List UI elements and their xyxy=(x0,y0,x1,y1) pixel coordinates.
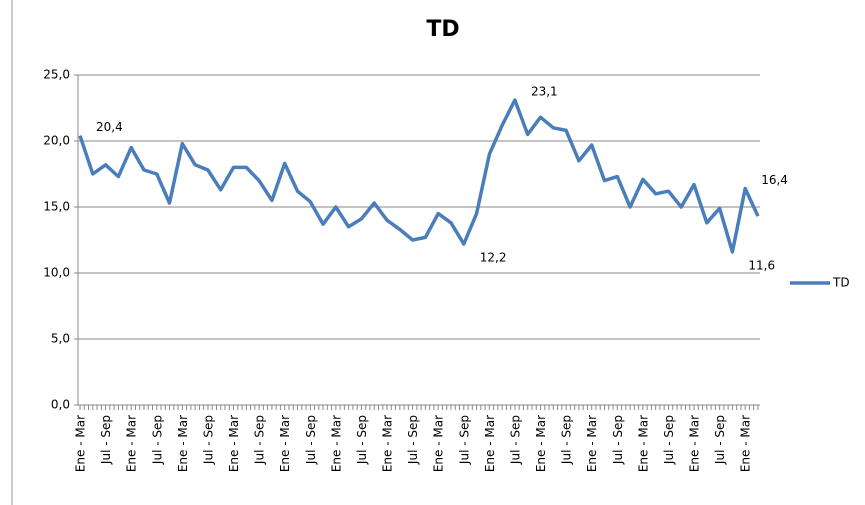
x-tick-label: Jul - Sep xyxy=(713,415,727,465)
data-label: 12,2 xyxy=(480,250,507,264)
x-tick-label: Jul - Sep xyxy=(508,415,522,465)
y-tick-label: 0,0 xyxy=(51,398,70,412)
x-tick-label: Ene - Mar xyxy=(483,415,497,472)
data-label: 11,6 xyxy=(748,258,775,272)
y-tick-label: 5,0 xyxy=(51,332,70,346)
x-tick-label: Ene - Mar xyxy=(381,415,395,472)
x-tick-label: Jul - Sep xyxy=(99,415,113,465)
x-tick-label: Ene - Mar xyxy=(74,415,88,472)
x-tick-label: Jul - Sep xyxy=(304,415,318,465)
x-tick-label: Ene - Mar xyxy=(278,415,292,472)
x-tick-label: Ene - Mar xyxy=(125,415,139,472)
x-tick-label: Jul - Sep xyxy=(406,415,420,465)
x-tick-label: Ene - Mar xyxy=(227,415,241,472)
x-tick-label: Ene - Mar xyxy=(739,415,753,472)
x-tick-label: Ene - Mar xyxy=(176,415,190,472)
x-tick-label: Jul - Sep xyxy=(457,415,471,465)
x-tick-label: Ene - Mar xyxy=(432,415,446,472)
y-tick-label: 10,0 xyxy=(43,266,70,280)
legend-label: TD xyxy=(832,276,850,290)
x-tick-label: Jul - Sep xyxy=(253,415,267,465)
x-tick-label: Ene - Mar xyxy=(534,415,548,472)
x-tick-label: Jul - Sep xyxy=(201,415,215,465)
x-tick-label: Jul - Sep xyxy=(150,415,164,465)
data-label: 23,1 xyxy=(531,85,558,99)
y-tick-label: 25,0 xyxy=(43,68,70,82)
data-label: 20,4 xyxy=(96,120,123,134)
x-tick-label: Ene - Mar xyxy=(585,415,599,472)
y-tick-label: 20,0 xyxy=(43,134,70,148)
x-tick-label: Ene - Mar xyxy=(688,415,702,472)
x-tick-label: Jul - Sep xyxy=(662,415,676,465)
x-tick-label: Jul - Sep xyxy=(560,415,574,465)
chart-title: TD xyxy=(426,17,459,42)
y-tick-label: 15,0 xyxy=(43,200,70,214)
line xyxy=(78,98,760,254)
x-tick-label: Ene - Mar xyxy=(636,415,650,472)
x-tick-label: Jul - Sep xyxy=(611,415,625,465)
x-tick-label: Ene - Mar xyxy=(329,415,343,472)
data-label: 16,4 xyxy=(761,173,788,187)
x-tick-label: Jul - Sep xyxy=(355,415,369,465)
